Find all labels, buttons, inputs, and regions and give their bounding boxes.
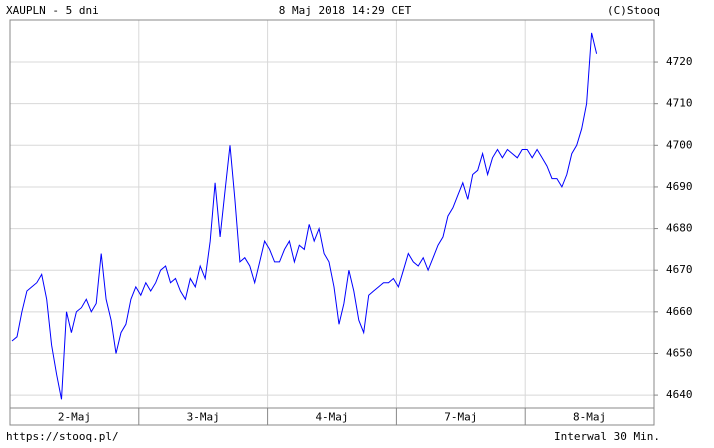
y-tick-label: 4700 bbox=[666, 138, 693, 151]
y-tick-label: 4640 bbox=[666, 388, 693, 401]
y-tick-label: 4650 bbox=[666, 346, 693, 359]
y-tick-label: 4660 bbox=[666, 305, 693, 318]
plot-frame bbox=[9, 19, 655, 426]
y-tick-label: 4690 bbox=[666, 180, 693, 193]
x-tick-label: 2-Maj bbox=[58, 411, 91, 424]
chart-title: XAUPLN - 5 dni bbox=[6, 4, 99, 17]
x-tick-label: 4-Maj bbox=[315, 411, 348, 424]
y-tick-label: 4710 bbox=[666, 97, 693, 110]
x-tick-label: 3-Maj bbox=[187, 411, 220, 424]
y-tick-label: 4680 bbox=[666, 222, 693, 235]
y-tick-label: 4720 bbox=[666, 55, 693, 68]
x-tick-label: 8-Maj bbox=[573, 411, 606, 424]
y-tick-label: 4670 bbox=[666, 263, 693, 276]
source: (C)Stooq bbox=[607, 4, 660, 17]
url: https://stooq.pl/ bbox=[6, 430, 119, 443]
interval: Interwal 30 Min. bbox=[554, 430, 660, 443]
price-line bbox=[11, 32, 598, 400]
x-tick-label: 7-Maj bbox=[444, 411, 477, 424]
chart-subtitle: 8 Maj 2018 14:29 CET bbox=[279, 4, 412, 17]
